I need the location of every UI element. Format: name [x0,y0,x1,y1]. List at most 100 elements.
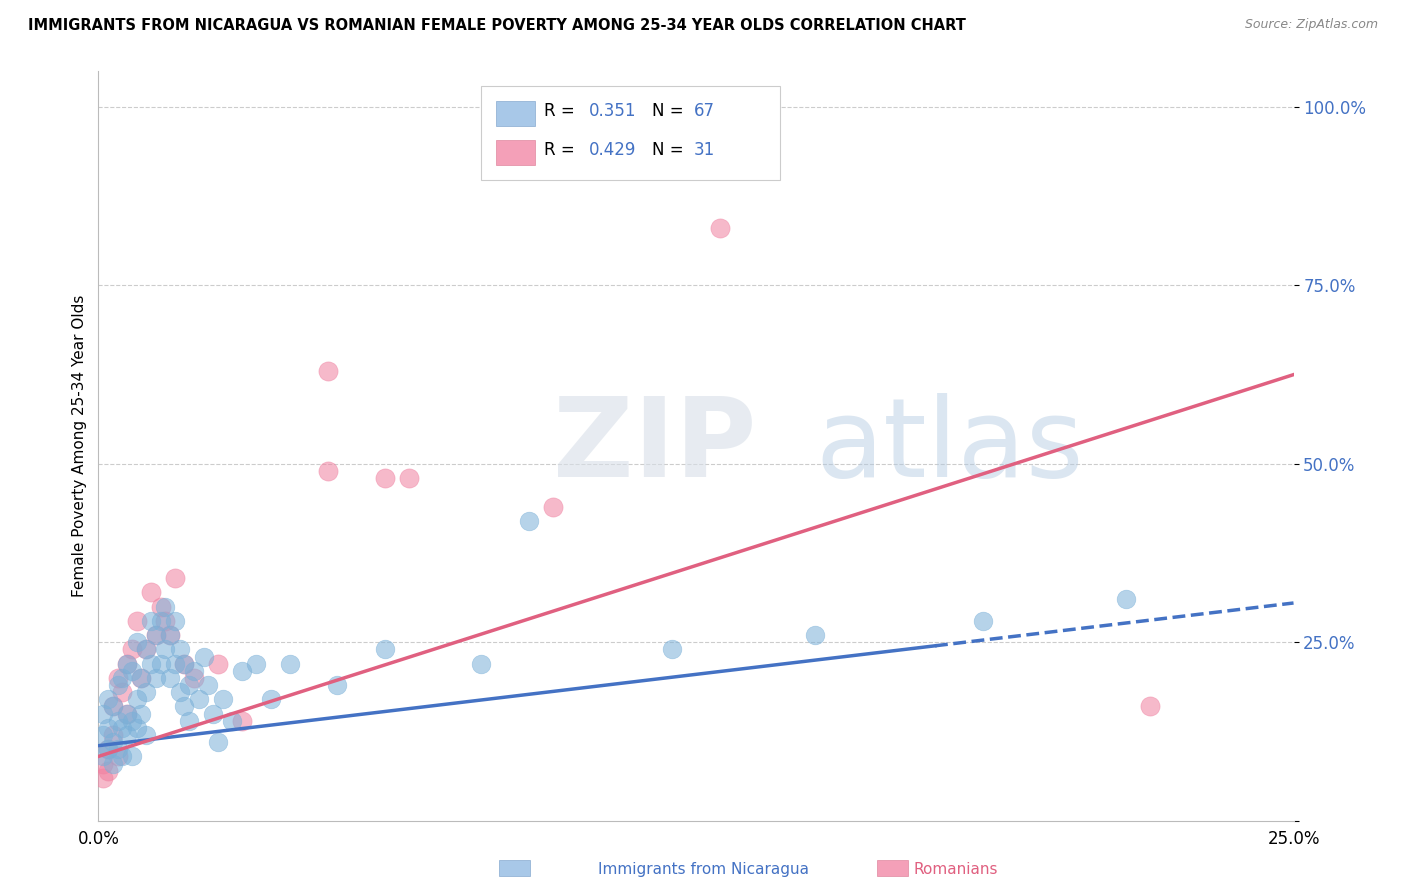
Point [169,642,191,657]
Point [231,714,253,728]
Point [131,671,153,685]
Point [101,756,124,771]
Point [202,706,225,721]
Point [125,614,148,628]
Point [111,685,134,699]
Point [115,657,138,671]
Point [278,657,301,671]
Point [101,728,124,742]
Point [661,642,683,657]
Point [121,642,143,657]
Point [804,628,827,642]
Point [163,571,186,585]
Text: Immigrants from Nicaragua: Immigrants from Nicaragua [598,863,808,877]
Point [231,664,253,678]
Point [145,628,167,642]
Point [374,642,396,657]
Point [398,471,420,485]
Text: 0.351: 0.351 [589,102,636,120]
Text: Romanians: Romanians [914,863,998,877]
Point [193,649,215,664]
Point [131,706,153,721]
Point [91,756,114,771]
Text: 0.429: 0.429 [589,141,636,159]
Point [155,642,177,657]
Text: Source: ZipAtlas.com: Source: ZipAtlas.com [1244,18,1378,31]
Point [125,692,148,706]
Text: N =: N = [652,102,689,120]
Point [97,692,120,706]
Point [326,678,349,692]
Point [107,671,129,685]
Point [259,692,281,706]
Point [179,714,201,728]
Point [101,699,124,714]
Point [149,657,172,671]
Point [111,749,134,764]
Point [159,671,181,685]
Point [541,500,564,514]
FancyBboxPatch shape [496,139,534,165]
Point [374,471,396,485]
Point [183,671,205,685]
Text: 67: 67 [693,102,714,120]
Point [155,599,177,614]
Point [97,742,120,756]
Point [135,642,157,657]
Point [211,692,233,706]
FancyBboxPatch shape [481,87,780,180]
Point [173,657,195,671]
Point [179,678,201,692]
Point [207,735,229,749]
Point [245,657,267,671]
Point [221,714,243,728]
Point [107,749,129,764]
Point [145,628,167,642]
Point [135,642,157,657]
Point [163,614,186,628]
Point [121,664,143,678]
Point [1139,699,1161,714]
Point [91,749,114,764]
Text: R =: R = [544,102,581,120]
Point [159,628,181,642]
Point [197,678,219,692]
Point [107,742,129,756]
Point [121,749,143,764]
Point [101,699,124,714]
Point [207,657,229,671]
Point [97,742,120,756]
Point [115,657,138,671]
Point [709,221,731,235]
Y-axis label: Female Poverty Among 25-34 Year Olds: Female Poverty Among 25-34 Year Olds [72,295,87,597]
Point [97,721,120,735]
Point [173,699,195,714]
Point [316,464,339,478]
Point [139,585,162,599]
Point [470,657,492,671]
Point [107,714,129,728]
Point [115,706,138,721]
Point [121,714,143,728]
Point [115,728,138,742]
Point [139,657,162,671]
Point [135,685,157,699]
Point [173,657,195,671]
Point [316,364,339,378]
Point [155,614,177,628]
Text: IMMIGRANTS FROM NICARAGUA VS ROMANIAN FEMALE POVERTY AMONG 25-34 YEAR OLDS CORRE: IMMIGRANTS FROM NICARAGUA VS ROMANIAN FE… [28,18,966,33]
Point [125,635,148,649]
Point [115,706,138,721]
FancyBboxPatch shape [496,101,534,126]
Point [111,721,134,735]
Point [145,671,167,685]
Point [125,721,148,735]
Point [91,771,114,785]
Point [183,664,205,678]
Point [107,678,129,692]
Point [149,614,172,628]
Point [139,614,162,628]
Point [1115,592,1137,607]
Text: N =: N = [652,141,689,159]
Point [135,728,157,742]
